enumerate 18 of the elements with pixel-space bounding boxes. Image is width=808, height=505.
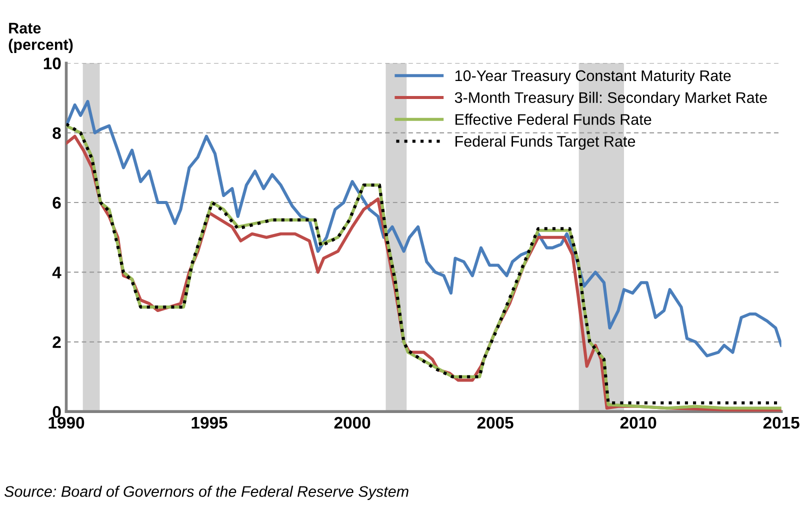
legend-label: 3-Month Treasury Bill: Secondary Market Rate [454,92,767,106]
y-tick-label: 4 [52,266,62,278]
y-tick-label: 2 [52,336,61,348]
y-tick-label: 10 [44,58,61,70]
legend-label: 10-Year Treasury Constant Maturity Rate [455,70,731,84]
y-tick-label: 8 [52,127,61,140]
x-tick-label: 1995 [192,416,228,429]
y-tick-label: 6 [52,196,61,209]
x-tick-label: 2015 [763,416,800,429]
source-note: Source: Board of Governors of the Federal Reserve System [4,486,408,500]
legend-label: Effective Federal Funds Rate [456,114,652,125]
y-axis-title: Rate (percent) [8,22,73,54]
y-tick-label: 0 [52,406,61,418]
x-tick-label: 1990 [48,416,84,429]
x-tick-label: 2005 [477,416,514,429]
x-tick-label: 2010 [620,416,656,429]
legend-label: Federal Funds Target Rate [456,136,636,150]
x-tick-label: 2000 [334,416,370,429]
